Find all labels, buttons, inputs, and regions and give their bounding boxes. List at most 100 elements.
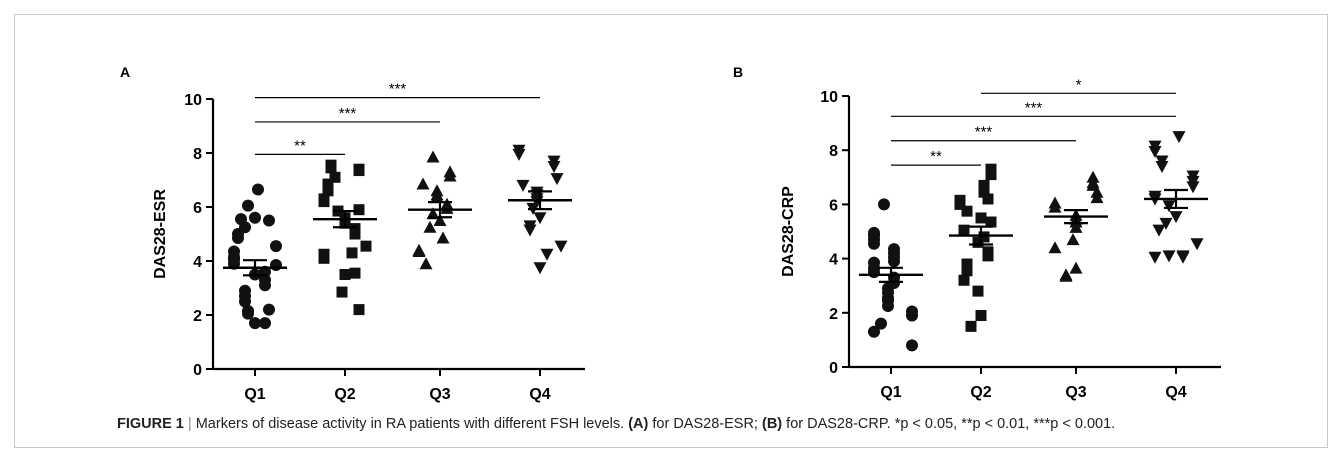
x-tick-label: Q1: [880, 384, 901, 401]
significance-label: ***: [1025, 99, 1043, 116]
data-point-q2: [978, 231, 990, 243]
panel-label: A: [120, 64, 130, 80]
data-point-q3: [426, 150, 440, 163]
y-tick-label: 8: [829, 143, 838, 160]
data-point-q4: [1176, 251, 1190, 264]
caption-text-1: Markers of disease activity in RA patien…: [195, 416, 625, 432]
data-point-q4: [554, 240, 568, 253]
data-point-q1: [906, 339, 918, 352]
data-point-q1: [878, 198, 890, 211]
data-point-q3: [423, 220, 437, 233]
data-point-q2: [972, 236, 984, 248]
data-point-q3: [1048, 200, 1062, 213]
y-tick-label: 4: [829, 252, 838, 269]
data-point-q4: [1152, 224, 1166, 237]
data-point-q1: [249, 317, 261, 330]
data-point-q2: [360, 240, 372, 252]
data-point-q4: [533, 212, 547, 225]
data-point-q4: [540, 248, 554, 261]
data-point-q4: [550, 173, 564, 186]
data-point-q2: [978, 186, 990, 198]
data-point-q1: [252, 183, 264, 196]
data-point-q2: [318, 196, 330, 208]
data-point-q2: [329, 171, 341, 183]
data-point-q2: [325, 162, 337, 174]
data-point-q1: [259, 279, 271, 292]
data-point-q4: [1169, 211, 1183, 224]
data-point-q2: [318, 252, 330, 264]
data-point-q2: [349, 228, 361, 240]
caption-text-3: for DAS28-CRP. *p < 0.05, **p < 0.01, **…: [786, 416, 1116, 432]
y-tick-label: 2: [829, 306, 838, 323]
data-point-q2: [353, 304, 365, 316]
data-point-q1: [249, 211, 261, 224]
significance-label: **: [294, 137, 306, 154]
data-point-q4: [1172, 131, 1186, 144]
data-point-q1: [906, 309, 918, 322]
data-point-q2: [982, 250, 994, 262]
figure-caption: FIGURE 1 | Markers of disease activity i…: [117, 416, 1317, 432]
data-point-q4: [547, 161, 561, 173]
data-point-q3: [1048, 241, 1062, 254]
data-point-q3: [1059, 269, 1073, 282]
data-point-q2: [985, 169, 997, 181]
data-point-q3: [436, 231, 450, 244]
data-point-q4: [516, 179, 530, 192]
data-point-q1: [888, 255, 900, 268]
data-point-q3: [419, 257, 433, 270]
y-tick-label: 8: [193, 146, 202, 163]
data-point-q2: [954, 198, 966, 210]
data-point-q2: [982, 193, 994, 205]
caption-figure-label: FIGURE 1: [117, 416, 184, 432]
x-tick-label: Q1: [244, 386, 265, 403]
x-tick-label: Q2: [970, 384, 991, 401]
y-tick-label: 0: [193, 362, 202, 379]
data-point-q4: [1148, 251, 1162, 264]
data-point-q1: [270, 259, 282, 272]
x-tick-label: Q4: [1165, 384, 1186, 401]
data-point-q3: [1069, 220, 1083, 233]
data-point-q1: [868, 325, 880, 338]
y-tick-label: 0: [829, 360, 838, 377]
data-point-q2: [965, 320, 977, 332]
y-tick-label: 6: [193, 200, 202, 217]
significance-label: ***: [339, 105, 357, 122]
y-tick-label: 2: [193, 308, 202, 325]
y-tick-label: 10: [184, 92, 202, 109]
data-point-q3: [433, 214, 447, 226]
data-point-q1: [882, 300, 894, 313]
data-point-q2: [961, 205, 973, 217]
caption-text-2: for DAS28-ESR;: [652, 416, 758, 432]
data-point-q2: [958, 224, 970, 236]
data-point-q2: [958, 274, 970, 286]
x-tick-label: Q2: [334, 386, 355, 403]
data-point-q2: [961, 265, 973, 277]
data-point-q2: [346, 247, 358, 259]
caption-separator: |: [187, 416, 192, 432]
data-point-q1: [270, 240, 282, 253]
x-tick-label: Q3: [429, 386, 450, 403]
y-axis-title: DAS28-ESR: [152, 189, 169, 279]
data-point-q2: [353, 204, 365, 216]
data-point-q2: [322, 185, 334, 197]
x-tick-label: Q3: [1065, 384, 1086, 401]
data-point-q1: [263, 214, 275, 227]
data-point-q1: [259, 317, 271, 330]
caption-label-a: (A): [628, 416, 649, 432]
data-point-q3: [443, 169, 457, 182]
data-point-q1: [242, 307, 254, 320]
data-point-q1: [232, 232, 244, 245]
data-point-q3: [416, 177, 430, 190]
data-point-q2: [339, 269, 351, 280]
data-point-q4: [1162, 200, 1176, 213]
data-point-q1: [239, 295, 251, 308]
data-point-q4: [1159, 217, 1173, 230]
data-point-q2: [972, 285, 984, 297]
data-point-q4: [1162, 250, 1176, 263]
significance-label: ***: [975, 124, 993, 141]
y-tick-label: 10: [820, 89, 838, 106]
caption-label-b: (B): [762, 416, 783, 432]
